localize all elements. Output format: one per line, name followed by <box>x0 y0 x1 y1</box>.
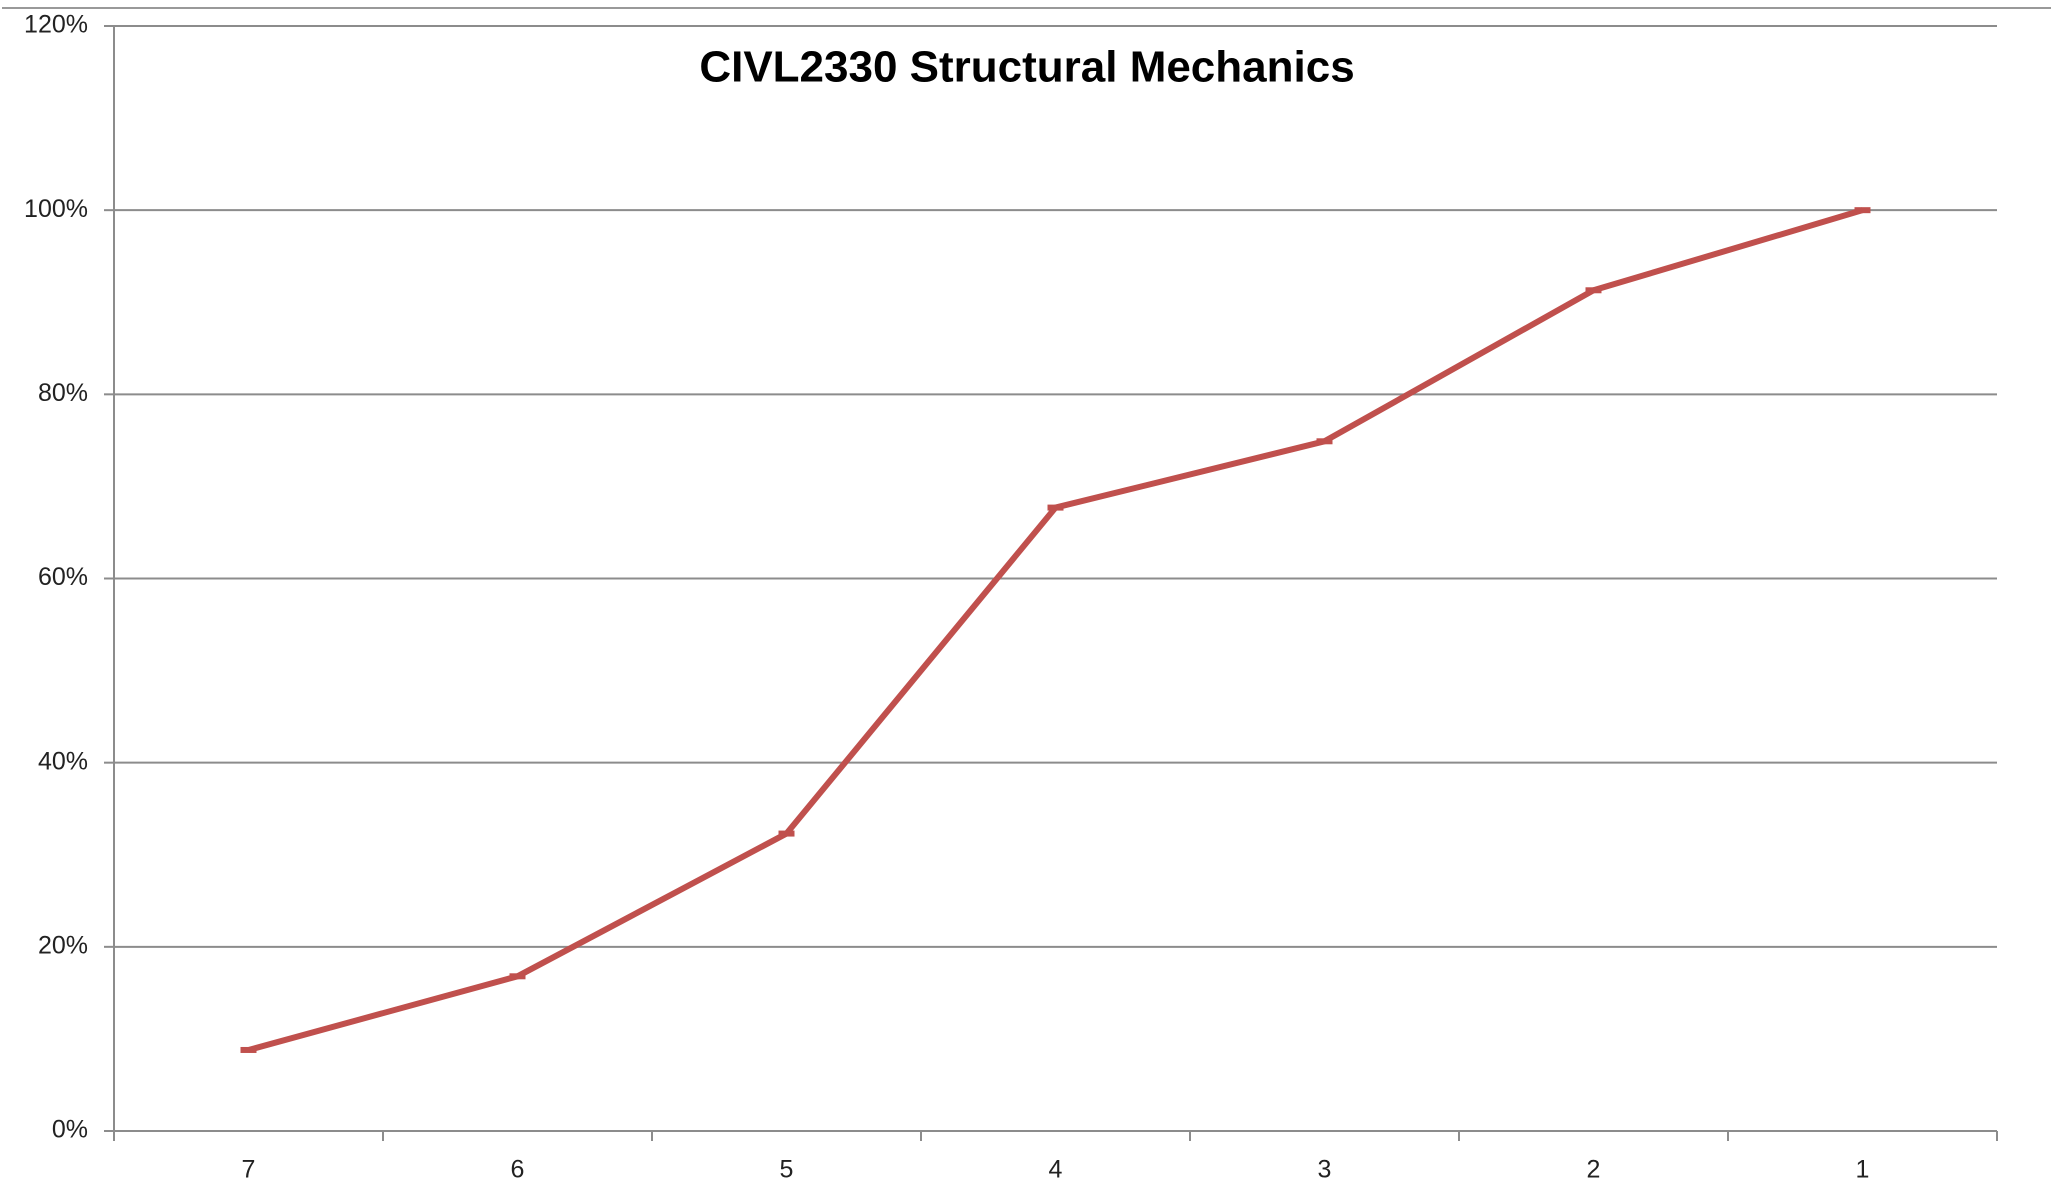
x-tick-label: 5 <box>780 1156 794 1184</box>
y-tick-label: 20% <box>38 931 88 959</box>
y-tick-label: 100% <box>24 195 88 223</box>
y-tick-label: 40% <box>38 747 88 775</box>
y-tick-label: 60% <box>38 563 88 591</box>
chart-title: CIVL2330 Structural Mechanics <box>699 43 1354 92</box>
x-tick-label: 6 <box>511 1156 525 1184</box>
y-tick-label: 0% <box>52 1116 88 1144</box>
x-tick-label: 7 <box>242 1156 256 1184</box>
x-tick-label: 3 <box>1318 1156 1332 1184</box>
y-tick-label: 120% <box>24 11 88 39</box>
y-tick-label: 80% <box>38 379 88 407</box>
x-tick-label: 1 <box>1856 1156 1870 1184</box>
x-tick-label: 2 <box>1587 1156 1601 1184</box>
x-tick-label: 4 <box>1049 1156 1063 1184</box>
